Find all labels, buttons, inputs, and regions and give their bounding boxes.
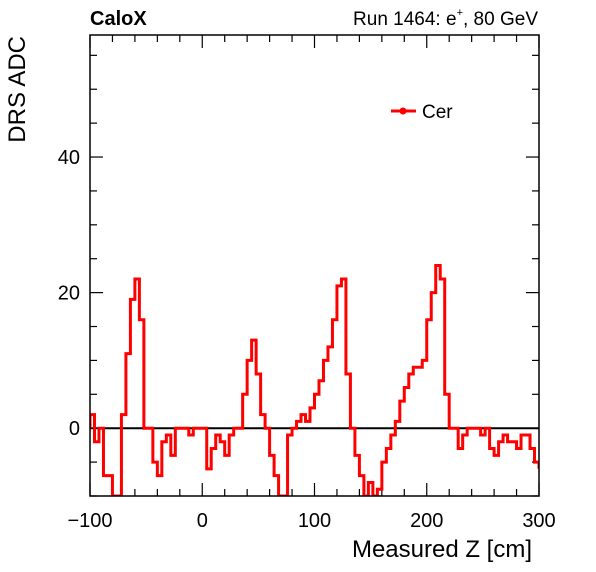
y-tick-label: 20 [58,283,80,305]
legend-marker-cer [399,107,407,115]
run-info-tail: , 80 GeV [463,9,538,30]
x-axis-title: Measured Z [cm] [352,536,532,563]
x-tick-label: 0 [197,510,208,532]
y-tick-label: 0 [69,418,80,440]
x-tick-label: −100 [67,510,112,532]
x-tick-label: 100 [298,510,331,532]
experiment-label: CaloX [90,8,147,30]
run-info-label: Run 1464: e+, 80 GeV [353,7,538,30]
x-tick-label: 300 [522,510,555,532]
run-info-sup: + [457,7,463,19]
y-axis-title: DRS ADC [4,36,31,143]
plot-frame [89,34,540,497]
run-info-main: Run 1464: e [353,9,457,30]
legend: Cer [391,102,453,123]
legend-label-cer: Cer [422,102,453,123]
y-tick-label: 40 [58,147,80,169]
x-tick-label: 200 [410,510,443,532]
series-line-cer [90,264,539,496]
axis-tick-labels: −100 0 100 200 300 0 20 40 [58,147,556,532]
